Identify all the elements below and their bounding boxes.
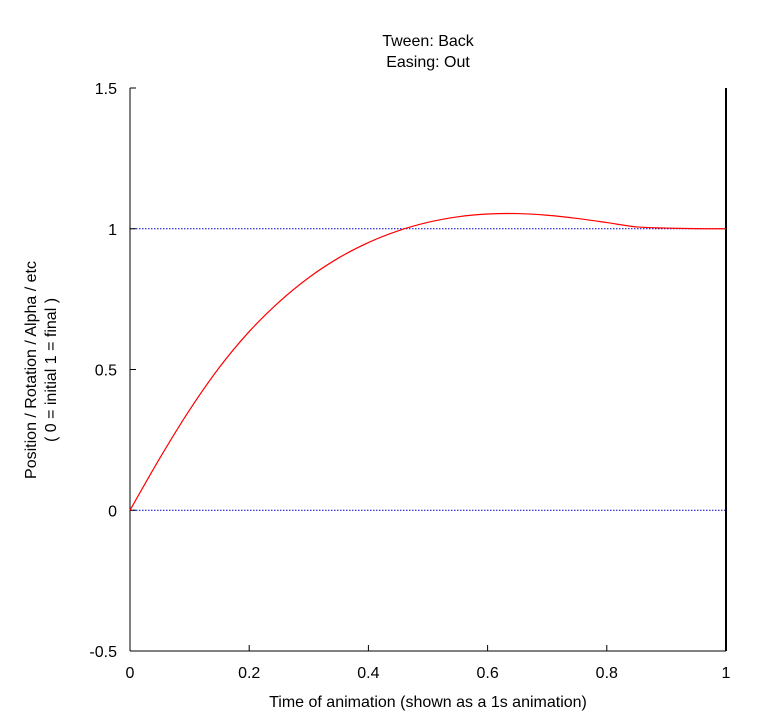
y-tick-label: 1 — [108, 222, 117, 239]
x-tick-label: 0.6 — [476, 665, 498, 682]
y-tick-label: 1.5 — [95, 81, 117, 98]
y-tick-label: 0 — [108, 503, 117, 520]
y-axis-label-2: ( 0 = initial 1 = final ) — [43, 298, 60, 442]
series-line-0 — [129, 212, 727, 511]
x-tick-label: 0.2 — [238, 665, 260, 682]
y-axis-label: Position / Rotation / Alpha / etc — [23, 261, 40, 479]
x-tick-label: 0.4 — [357, 665, 379, 682]
y-tick-label: 0.5 — [95, 363, 117, 380]
x-axis-label: Time of animation (shown as a 1s animati… — [269, 694, 587, 711]
y-ticks: -0.5 0 0.5 1 1.5 — [89, 81, 136, 661]
axes — [129, 88, 727, 652]
chart-subtitle: Easing: Out — [386, 54, 470, 71]
x-tick-label: 0.8 — [596, 665, 618, 682]
reference-lines — [130, 228, 726, 511]
chart-title: Tween: Back — [382, 33, 475, 50]
x-tick-label: 0 — [126, 665, 135, 682]
y-tick-label: -0.5 — [89, 644, 117, 661]
series — [129, 212, 727, 511]
x-ticks: 0 0.2 0.4 0.6 0.8 1 — [126, 645, 731, 682]
x-tick-label: 1 — [722, 665, 731, 682]
